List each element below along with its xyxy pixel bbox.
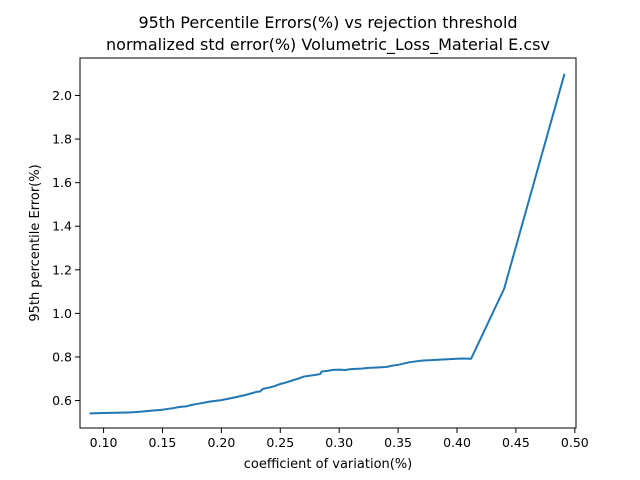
- x-axis-label: coefficient of variation(%): [244, 457, 413, 472]
- y-tick-label: 0.8: [52, 349, 72, 364]
- y-tick-label: 1.8: [52, 132, 72, 147]
- y-tick-label: 1.2: [52, 262, 72, 277]
- x-tick-label: 0.50: [561, 435, 589, 450]
- y-tick-label: 1.6: [52, 175, 72, 190]
- series-line: [89, 73, 566, 415]
- y-tick-label: 2.0: [52, 88, 72, 103]
- x-tick-label: 0.35: [384, 435, 412, 450]
- x-tick-label: 0.30: [325, 435, 353, 450]
- series-layer: [89, 73, 566, 415]
- x-tick-label: 0.15: [149, 435, 177, 450]
- y-tick-label: 0.6: [52, 393, 72, 408]
- chart-title: 95th Percentile Errors(%) vs rejection t…: [138, 13, 517, 32]
- y-axis-label: 95th percentile Error(%): [28, 164, 43, 321]
- x-tick-label: 0.25: [266, 435, 294, 450]
- y-axis-ticks: 0.6 0.8 1.0 1.2 1.4 1.6 1.8 2.0: [52, 88, 80, 408]
- x-tick-label: 0.45: [502, 435, 530, 450]
- y-tick-label: 1.0: [52, 306, 72, 321]
- x-tick-label: 0.40: [443, 435, 471, 450]
- y-tick-label: 1.4: [52, 219, 72, 234]
- plot-frame: [79, 57, 577, 429]
- chart-subtitle: normalized std error(%) Volumetric_Loss_…: [106, 35, 550, 55]
- x-tick-label: 0.10: [90, 435, 118, 450]
- x-tick-label: 0.20: [207, 435, 235, 450]
- x-axis-ticks: 0.10 0.15 0.20 0.25 0.30 0.35 0.40 0.45 0.50: [90, 428, 589, 450]
